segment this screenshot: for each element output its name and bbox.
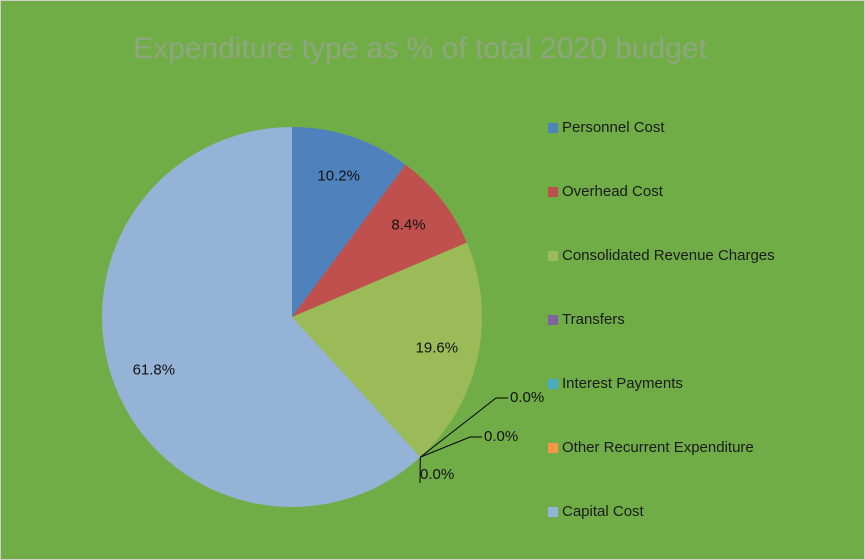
slice-label: 61.8% xyxy=(133,362,176,379)
slice-label: 19.6% xyxy=(416,339,459,356)
legend-swatch xyxy=(548,315,558,325)
legend-swatch xyxy=(548,443,558,453)
pie-slice xyxy=(292,127,406,317)
slice-label: 10.2% xyxy=(317,167,360,184)
legend-swatch xyxy=(548,123,558,133)
legend-label: Other Recurrent Expenditure xyxy=(562,439,754,456)
slice-label: 8.4% xyxy=(391,216,425,233)
pie-slice xyxy=(292,242,483,458)
legend-label: Consolidated Revenue Charges xyxy=(562,247,775,264)
slice-label: 0.0% xyxy=(484,428,518,445)
legend-label: Overhead Cost xyxy=(562,183,664,200)
leader-line xyxy=(420,397,508,458)
legend-label: Interest Payments xyxy=(562,375,683,392)
slice-label: 0.0% xyxy=(420,466,454,483)
chart-title: Expenditure type as % of total 2020 budg… xyxy=(133,32,707,65)
legend-label: Transfers xyxy=(562,311,625,328)
slice-label: 0.0% xyxy=(510,389,544,406)
leader-line xyxy=(420,436,482,458)
legend-swatch xyxy=(548,187,558,197)
legend-swatch xyxy=(548,379,558,389)
legend-label: Personnel Cost xyxy=(562,119,665,136)
pie-slice xyxy=(292,164,467,317)
legend-label: Capital Cost xyxy=(562,503,645,520)
legend-swatch xyxy=(548,507,558,517)
pie-slice xyxy=(102,127,421,507)
legend-swatch xyxy=(548,251,558,261)
